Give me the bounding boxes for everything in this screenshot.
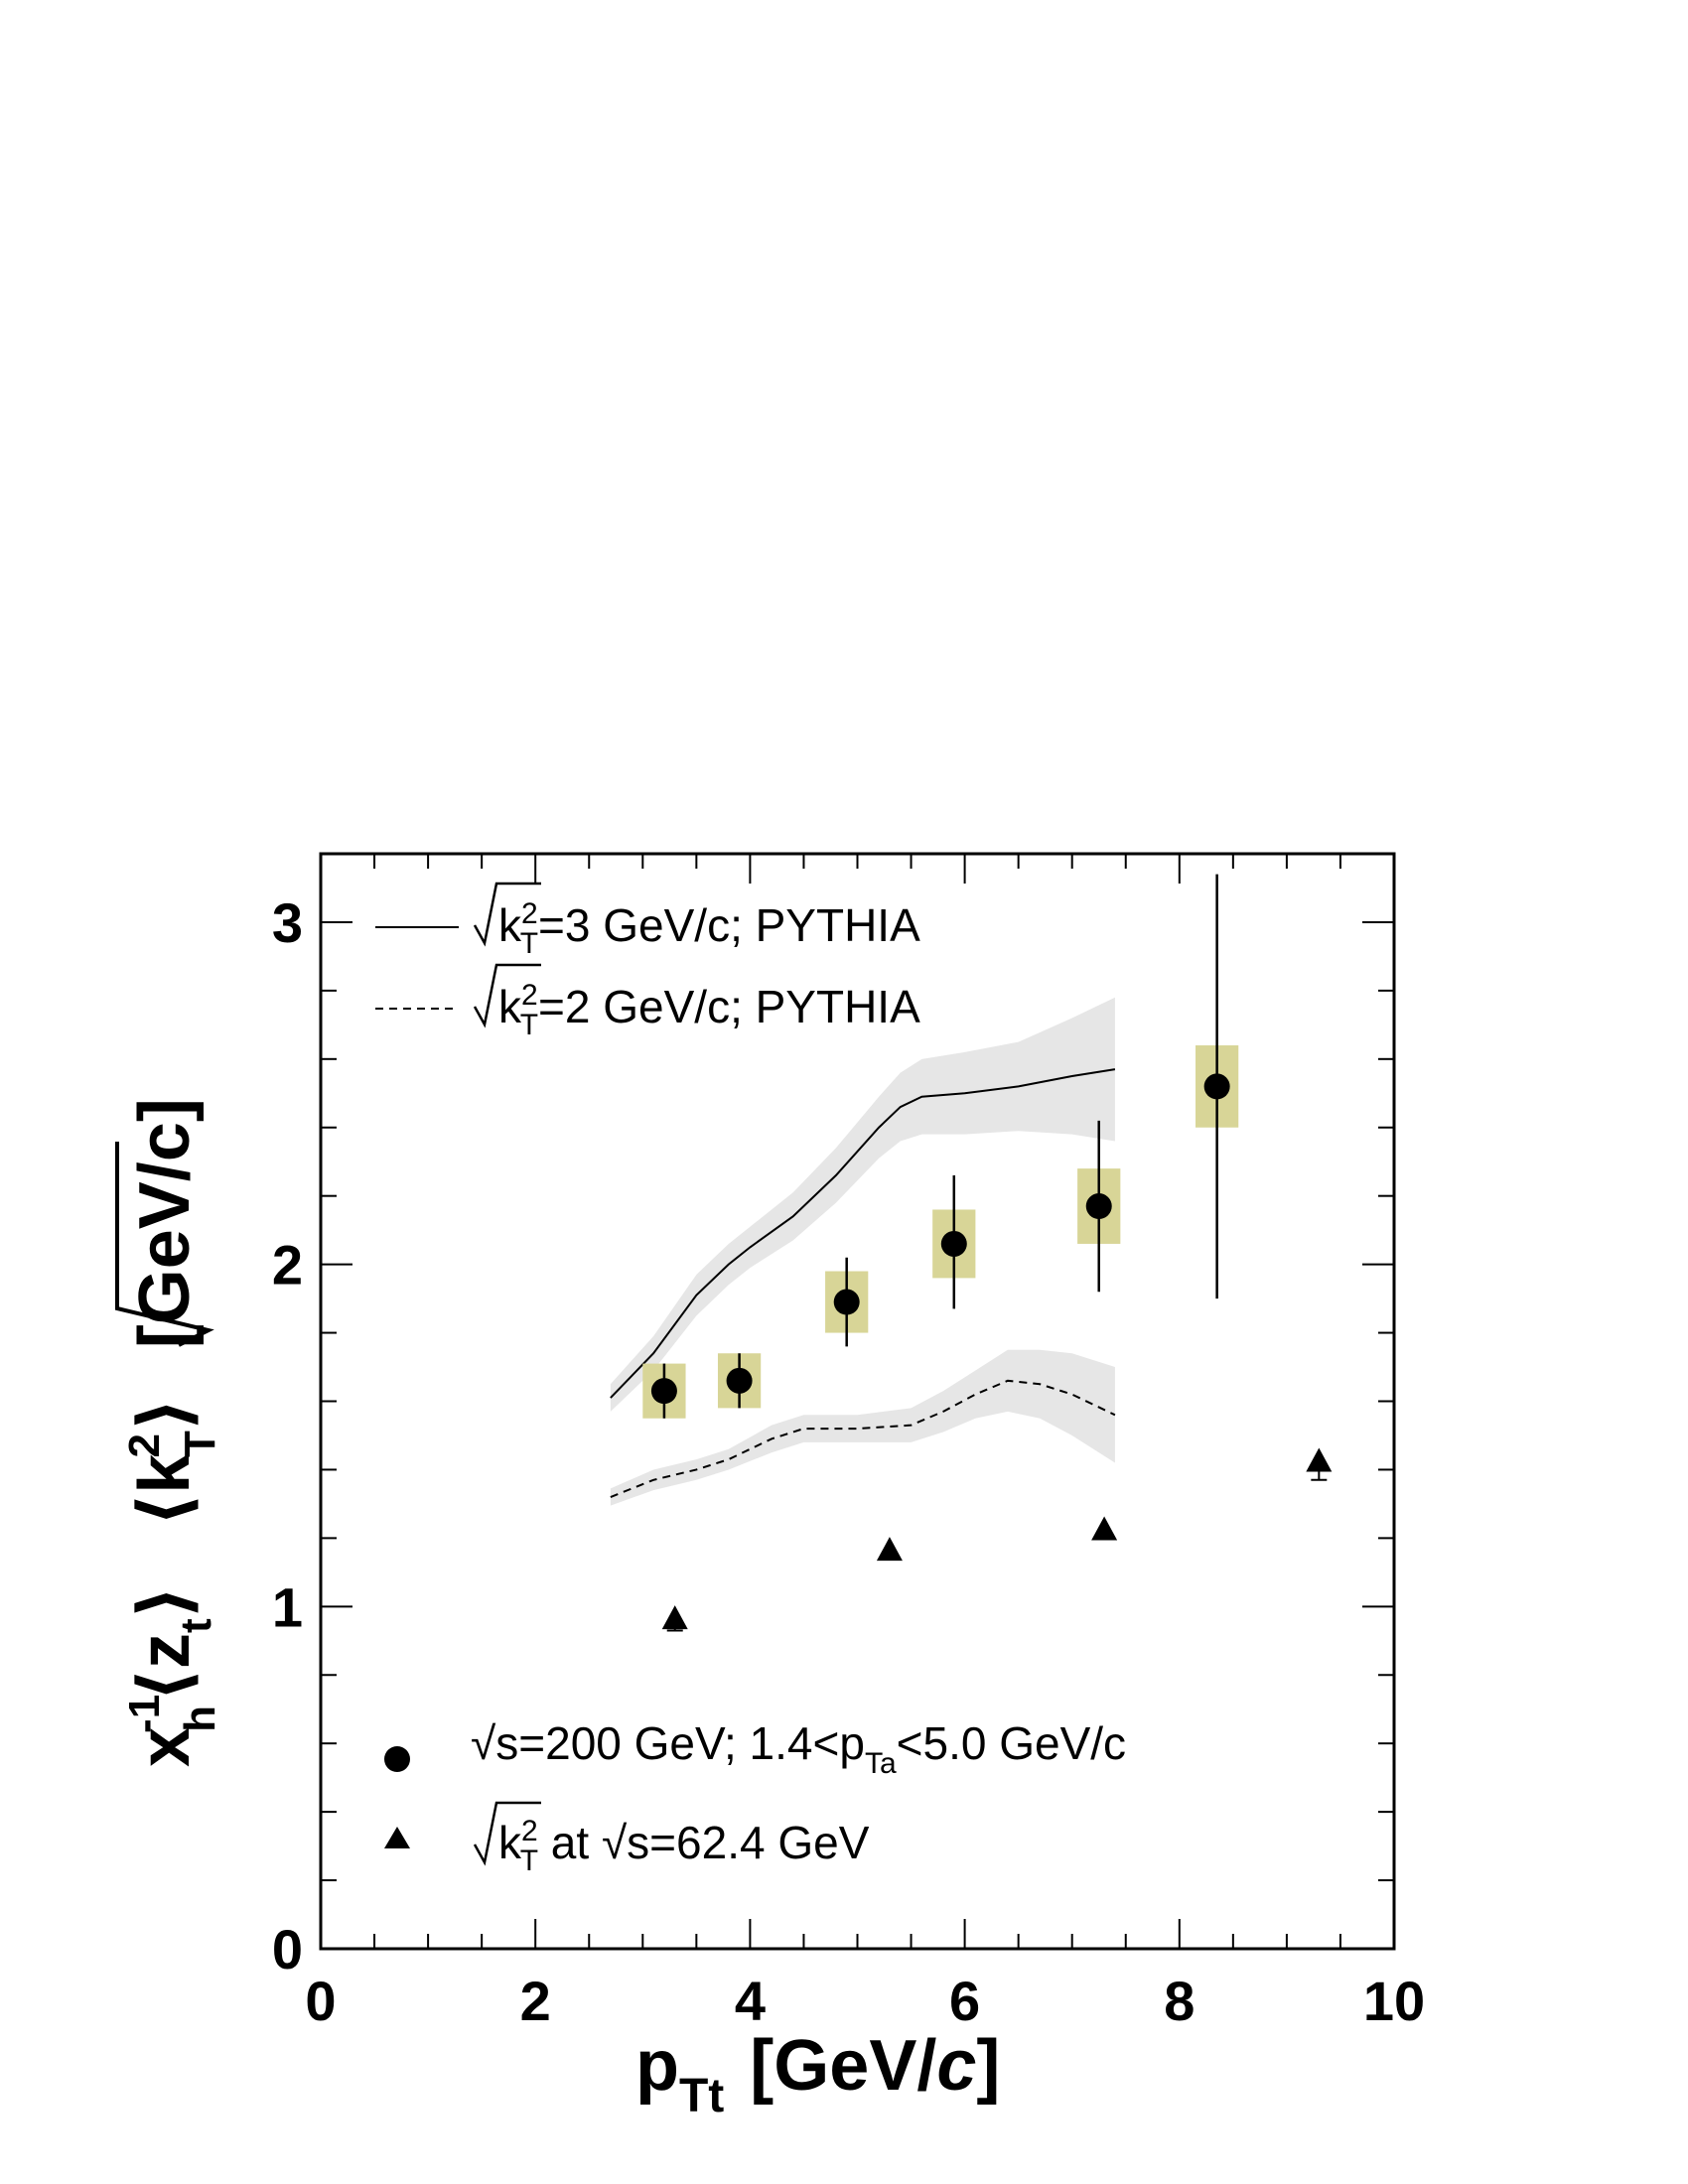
legend-triangle-marker (384, 1827, 410, 1848)
legend-sqrt-1 (473, 882, 541, 947)
legend-sqrt-2 (473, 963, 541, 1028)
x-tick-label: 8 (1164, 1970, 1195, 2032)
solid-model-line (610, 1068, 1116, 1399)
legend-bottom: √s=200 GeV; 1.4<pTa<5.0 GeV/c k2 T at √s=… (384, 1717, 1126, 1877)
x-tick-label: 0 (305, 1970, 336, 2032)
legend-entry-triangle: k2 T at √s=62.4 GeV (498, 1815, 870, 1877)
circle-data-point (833, 1289, 860, 1315)
svg-text:x-1h⟨zt⟩⟨k2T⟩[GeV/c]: x-1 h⟨zt⟩⟨k2 T⟩[GeV/c] (120, 1098, 224, 1767)
x-tick-label: 10 (1363, 1970, 1425, 2032)
circle-data-point (1203, 1073, 1230, 1100)
axis-ticks (320, 854, 1395, 1950)
legend-entry-dashed: k2 T=2 GeV/c; PYTHIA (498, 979, 920, 1041)
y-tick-label: 0 (272, 1918, 303, 1980)
circle-data-point (726, 1367, 753, 1394)
x-tick-label: 4 (735, 1970, 766, 2032)
legend-entry-solid: k2 T=3 GeV/c; PYTHIA (498, 897, 920, 960)
x-tick-label: 2 (520, 1970, 551, 2032)
circle-data-point (1085, 1193, 1112, 1220)
x-tick-label: 6 (949, 1970, 980, 2032)
legend-top: k2 T=3 GeV/c; PYTHIA k2 T=2 GeV/c; PYTHIA (375, 882, 920, 1041)
data-markers (650, 1073, 1333, 1630)
circle-data-point (650, 1378, 677, 1405)
y-axis-title-sqrt (115, 1142, 214, 1347)
circle-data-point (940, 1230, 967, 1257)
x-axis-title: pTt [GeV/c] (635, 2026, 1000, 2122)
y-tick-label: 2 (272, 1234, 303, 1297)
dashed-model-line (610, 1379, 1116, 1498)
y-tick-label: 3 (272, 891, 303, 954)
model-bands (610, 997, 1115, 1506)
y-axis-title: x-1 h⟨zt⟩⟨k2 T⟩[GeV/c] (115, 1098, 224, 1767)
legend-sqrt-3 (473, 1801, 541, 1866)
triangle-data-point (1091, 1516, 1118, 1541)
legend-entry-circle: √s=200 GeV; 1.4<pTa<5.0 GeV/c (471, 1717, 1126, 1780)
triangle-data-point (1306, 1447, 1333, 1472)
legend-circle-marker (384, 1746, 410, 1772)
solid-model-band (610, 997, 1115, 1412)
model-lines (610, 1068, 1116, 1498)
triangle-data-point (876, 1537, 903, 1562)
triangle-data-point (661, 1605, 688, 1630)
tick-labels: 0 2 4 6 8 10 0 1 2 3 (272, 891, 1425, 2032)
y-tick-label: 1 (272, 1575, 303, 1638)
